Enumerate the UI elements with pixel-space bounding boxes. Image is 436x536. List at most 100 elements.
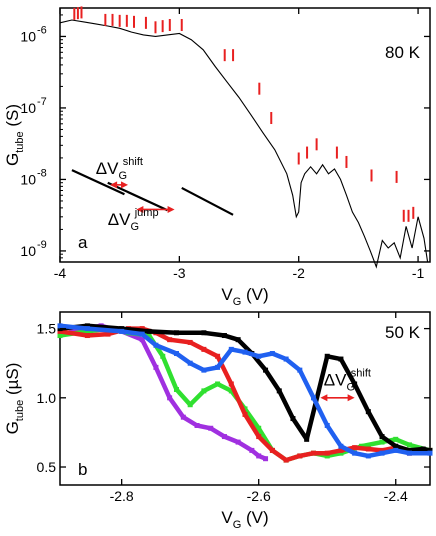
sweep-point xyxy=(352,450,358,456)
sweep-series-3 xyxy=(57,323,433,453)
sweep-point xyxy=(393,443,399,449)
panel-b-frame xyxy=(59,311,431,486)
sweep-point xyxy=(256,353,262,359)
sweep-point xyxy=(365,409,371,415)
a-ytick-label-3: 10 xyxy=(20,28,36,44)
sweep-point xyxy=(338,450,344,456)
a-yaxis-label: Gtube (S) xyxy=(3,104,26,166)
a-ytick-exp-0: -9 xyxy=(37,239,47,251)
b-ytick-label-1: 1.0 xyxy=(37,390,57,406)
a-xtick-label-2: -2 xyxy=(292,265,305,281)
b-shift-label-text: ΔVG xyxy=(324,370,355,393)
b-ytick-label-0: 0.5 xyxy=(37,459,57,475)
sweep-series-4 xyxy=(57,323,433,459)
sweep-point xyxy=(221,434,227,440)
sweep-point xyxy=(297,367,303,373)
shift-arrow-head-left xyxy=(110,181,118,189)
sweep-point xyxy=(173,330,179,336)
jump-arrow-head-right xyxy=(167,205,175,213)
sweep-point xyxy=(311,395,317,401)
panel-b-axes: -2.8 -2.6 -2.4 0.5 1.0 1.5 VG (V) Gtube (µS) xyxy=(3,312,430,531)
sweep-point xyxy=(215,381,221,387)
jump-label-text: ΔVG xyxy=(108,210,139,233)
sweep-point xyxy=(242,406,248,412)
a-xtick-label-3: -1 xyxy=(412,265,425,281)
jump-label-superscript: jump xyxy=(134,207,159,219)
shift-arrow xyxy=(110,181,129,189)
sweep-point xyxy=(228,388,234,394)
sweep-point xyxy=(119,326,125,332)
sweep-point xyxy=(187,402,193,408)
sweep-point xyxy=(269,351,275,357)
sweep-point xyxy=(215,364,221,370)
a-ytick-label-2: 10 xyxy=(20,100,36,116)
inset-line-0 xyxy=(71,169,125,196)
sweep-point xyxy=(187,360,193,366)
sweep-point xyxy=(263,456,269,462)
sweep-point xyxy=(427,450,433,456)
sweep-point xyxy=(393,447,399,453)
sweep-point xyxy=(283,457,289,463)
sweep-point xyxy=(352,381,358,387)
sweep-point xyxy=(173,387,179,393)
sweep-point xyxy=(324,450,330,456)
sweep-point xyxy=(194,422,200,428)
sweep-point xyxy=(201,330,207,336)
sweep-point xyxy=(57,323,63,329)
sweep-point xyxy=(263,367,269,373)
sweep-point xyxy=(365,446,371,452)
sweep-point xyxy=(420,446,426,452)
panel-a-frame xyxy=(59,7,431,263)
b-shift-label-superscript: shift xyxy=(351,367,371,379)
sweep-point xyxy=(139,331,145,337)
sweep-point xyxy=(365,453,371,459)
shift-label-superscript: shift xyxy=(123,156,143,168)
sweep-point xyxy=(297,453,303,459)
jump-arrow xyxy=(136,205,175,213)
sweep-point xyxy=(427,447,433,453)
b-yaxis-label: Gtube (µS) xyxy=(3,363,26,435)
sweep-point xyxy=(324,422,330,428)
sweep-point xyxy=(235,439,241,445)
sweep-point xyxy=(324,453,330,459)
sweep-point xyxy=(311,450,317,456)
sweep-line-3 xyxy=(57,323,433,453)
sweep-point xyxy=(119,328,125,334)
sweep-point xyxy=(84,323,90,329)
sweep-point xyxy=(221,333,227,339)
sweep-point xyxy=(167,337,173,343)
sweep-point xyxy=(406,447,412,453)
sweep-point xyxy=(208,425,214,431)
b-xtick-label-1: -2.6 xyxy=(247,488,271,504)
sweep-point xyxy=(187,339,193,345)
sweep-point xyxy=(146,328,152,334)
sweep-point xyxy=(290,416,296,422)
b-shift-arrow xyxy=(320,394,355,402)
b-ytick-label-2: 1.5 xyxy=(37,321,57,337)
sweep-point xyxy=(201,346,207,352)
sweep-point xyxy=(242,411,248,417)
sweep-point xyxy=(242,349,248,355)
b-xaxis-label: VG (V) xyxy=(221,508,268,531)
sweep-point xyxy=(393,436,399,442)
sweep-point xyxy=(406,450,412,456)
sweep-point xyxy=(352,445,358,451)
sweep-point xyxy=(139,337,145,343)
sweep-point xyxy=(406,442,412,448)
sweep-point xyxy=(379,447,385,453)
sweep-point xyxy=(84,333,90,339)
inset-line-1 xyxy=(107,181,168,212)
panel-b-label: b xyxy=(78,460,87,479)
sweep-point xyxy=(228,381,234,387)
sweep-point xyxy=(276,388,282,394)
jump-arrow-head-left xyxy=(136,205,144,213)
sweep-point xyxy=(153,342,159,348)
sweep-point xyxy=(304,436,310,442)
